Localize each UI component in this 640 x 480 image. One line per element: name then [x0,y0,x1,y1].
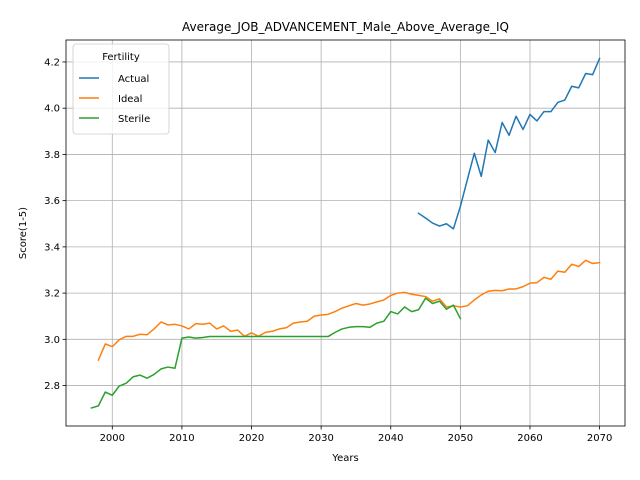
x-tick-label: 2040 [378,433,403,444]
y-tick-label: 4.0 [44,104,60,115]
legend-title: Fertility [102,52,140,63]
x-axis-label: Years [331,453,358,464]
legend-box [72,43,170,135]
y-tick-label: 3.2 [44,289,60,300]
x-tick-label: 2050 [448,433,473,444]
series-line-ideal [97,259,601,362]
x-tick-label: 2070 [587,433,612,444]
y-tick-label: 3.0 [44,335,60,346]
y-tick-label: 3.8 [44,150,60,161]
y-axis: 2.8 3.0 3.2 3.4 3.6 3.8 4.0 4.2 [44,57,66,392]
legend-label-actual: Actual [118,74,149,85]
y-tick-label: 2.8 [44,381,60,392]
series-lines [90,57,601,409]
y-tick-label: 4.2 [44,57,60,68]
x-tick-label: 2010 [169,433,194,444]
series-line-actual [417,57,601,230]
legend: Fertility Actual Ideal Sterile [72,43,170,135]
x-tick-label: 2030 [308,433,333,444]
x-tick-label: 2020 [239,433,264,444]
x-tick-label: 2000 [100,433,125,444]
grid-lines [66,40,625,426]
plot-frame [65,39,626,427]
x-axis: 2000 2010 2020 2030 2040 2050 2060 2070 [100,426,612,444]
y-tick-label: 3.4 [44,242,60,253]
series-line-sterile [90,297,462,409]
y-axis-label: Score(1-5) [18,207,29,259]
legend-label-sterile: Sterile [118,114,150,125]
x-tick-label: 2060 [517,433,542,444]
legend-label-ideal: Ideal [118,94,142,105]
chart-title: Average_JOB_ADVANCEMENT_Male_Above_Avera… [182,20,509,34]
y-tick-label: 3.6 [44,196,60,207]
legend-entries: Actual Ideal Sterile [79,74,150,125]
